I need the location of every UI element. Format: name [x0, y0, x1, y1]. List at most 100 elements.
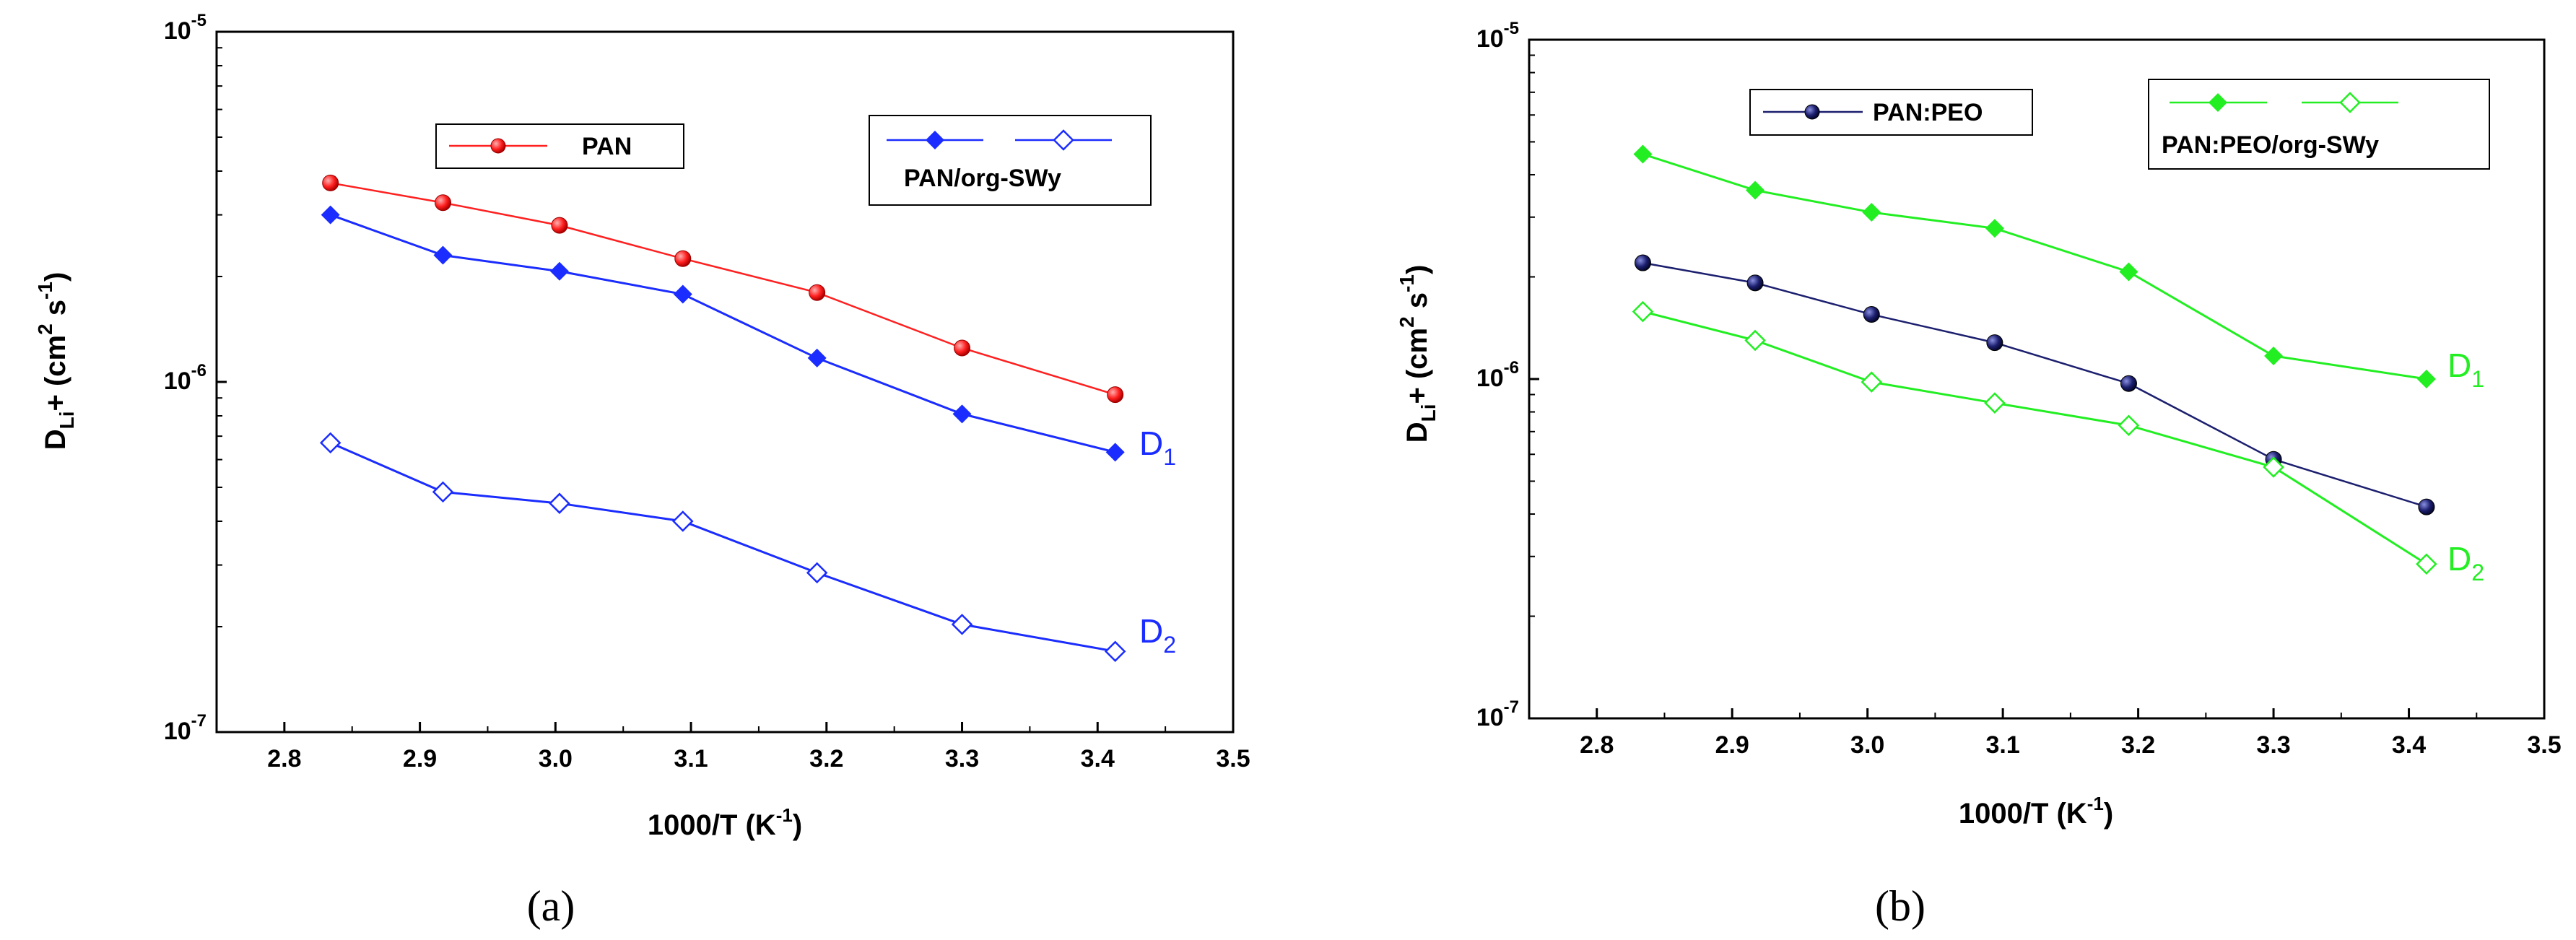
x-tick-label: 3.0 [539, 745, 573, 773]
data-point [319, 432, 341, 454]
data-point [2418, 498, 2435, 515]
series-line [330, 441, 1115, 653]
x-tick-label: 3.3 [945, 745, 979, 773]
data-point [549, 261, 569, 281]
data-point [1746, 274, 1764, 292]
data-point [2119, 262, 2138, 282]
panel-caption-a: (a) [527, 882, 575, 930]
data-point [1104, 640, 1126, 662]
x-tick-label: 3.2 [2121, 731, 2155, 759]
data-point [2416, 370, 2436, 388]
data-point [432, 481, 454, 503]
data-point [2263, 456, 2284, 478]
legend-a: PAN PAN/org-SWy [435, 115, 1152, 206]
y-axis-title-a: DLi+ (cm2 s-1) [34, 272, 78, 451]
y-axis-a: 10-7 10-6 10-5 [164, 11, 227, 745]
legend-label-pan-peo: PAN:PEO [1873, 99, 1983, 126]
legend-marker-d1-b [2209, 93, 2227, 112]
series-group-b [1632, 144, 2437, 575]
x-axis-a: 2.8 2.9 3.0 3.1 3.2 3.3 3.4 3.5 [216, 722, 1250, 773]
data-point [673, 284, 692, 304]
panel-caption-b: (b) [1875, 882, 1926, 930]
data-point [954, 339, 971, 357]
legend-b: PAN:PEO PAN:PEO/org-SWy [1749, 79, 2490, 170]
data-point [2264, 346, 2284, 365]
series-group-a [319, 174, 1126, 662]
data-point [1746, 180, 1765, 200]
data-point [1105, 443, 1125, 462]
data-point [2416, 553, 2437, 575]
x-tick-label: 3.5 [1216, 745, 1250, 773]
annotation-d2-b: D2 [2447, 540, 2484, 586]
x-tick-label: 3.2 [809, 745, 843, 773]
annotation-d1-a: D1 [1139, 425, 1176, 470]
legend-label-pan-org-swy: PAN/org-SWy [904, 165, 1061, 192]
series-line [330, 182, 1116, 396]
x-tick-label: 3.1 [674, 745, 708, 773]
x-axis-title-a: 1000/T (K-1) [648, 804, 802, 841]
data-point [809, 284, 826, 301]
data-point [952, 404, 972, 424]
data-point [1632, 300, 1654, 323]
y-tick-label: 10-7 [164, 711, 206, 745]
data-point [1862, 203, 1881, 222]
x-tick-label: 3.5 [2527, 731, 2561, 759]
legend-label-pan-peo-org-swy: PAN:PEO/org-SWy [2162, 131, 2379, 159]
chart-panel-b: 2.8 2.9 3.0 3.1 3.2 3.3 3.4 3.5 10-7 10-6 10-5 PA… [1396, 19, 2562, 930]
data-point [2120, 375, 2137, 392]
legend-box-pan-peo-org-swy [2148, 79, 2490, 170]
data-point [951, 614, 973, 635]
data-point [1107, 386, 1124, 404]
chart-panel-a: 2.8 2.9 3.0 3.1 3.2 3.3 3.4 3.5 10-7 10-6 10-5 PA… [34, 11, 1250, 930]
y-axis-title-b: DLi+ (cm2 s-1) [1396, 265, 1440, 443]
y-tick-label: 10-6 [164, 361, 206, 395]
data-point [435, 194, 452, 212]
x-tick-label: 3.4 [1081, 745, 1115, 773]
series-line [330, 214, 1116, 453]
data-point [322, 174, 339, 191]
legend-marker-d1 [926, 131, 944, 149]
annotation-d1-b: D1 [2447, 347, 2484, 392]
series-line [1642, 261, 2427, 508]
data-point [672, 510, 694, 532]
x-axis-b: 2.8 2.9 3.0 3.1 3.2 3.3 3.4 3.5 [1528, 708, 2562, 759]
data-point [1986, 334, 2003, 352]
y-tick-label: 10-5 [164, 11, 206, 45]
data-point [1744, 329, 1766, 352]
x-tick-label: 3.0 [1850, 731, 1884, 759]
legend-marker-pan [490, 138, 506, 154]
data-point [807, 348, 827, 367]
legend-marker-d2 [1053, 129, 1074, 151]
data-point [1634, 254, 1651, 271]
legend-marker-pan-peo [1804, 104, 1820, 120]
series-line [1642, 310, 2427, 565]
data-point [551, 217, 568, 234]
data-point [806, 562, 828, 584]
data-point [549, 492, 570, 514]
x-tick-label: 2.8 [267, 745, 301, 773]
x-tick-label: 2.9 [1715, 731, 1749, 759]
y-tick-label: 10-6 [1476, 358, 1519, 392]
x-tick-label: 2.8 [1580, 731, 1614, 759]
y-tick-label: 10-7 [1476, 697, 1519, 731]
x-tick-label: 3.1 [1986, 731, 2020, 759]
x-tick-label: 3.4 [2392, 731, 2426, 759]
data-point [674, 250, 692, 267]
x-tick-label: 2.9 [403, 745, 437, 773]
legend-box-pan-org-swy [869, 115, 1152, 206]
legend-marker-d2-b [2339, 92, 2361, 113]
data-point [1985, 219, 2004, 238]
legend-label-pan: PAN [582, 133, 632, 160]
data-point [433, 245, 453, 265]
data-point [1863, 306, 1880, 323]
data-point [2118, 414, 2140, 437]
data-point [1861, 371, 1883, 393]
y-axis-b: 10-7 10-6 10-5 [1476, 19, 1539, 731]
x-axis-title-b: 1000/T (K-1) [1959, 793, 2113, 830]
data-point [321, 205, 340, 225]
data-point [1984, 392, 2006, 414]
data-point [1633, 144, 1653, 164]
x-tick-label: 3.3 [2256, 731, 2290, 759]
y-tick-label: 10-5 [1476, 19, 1519, 53]
